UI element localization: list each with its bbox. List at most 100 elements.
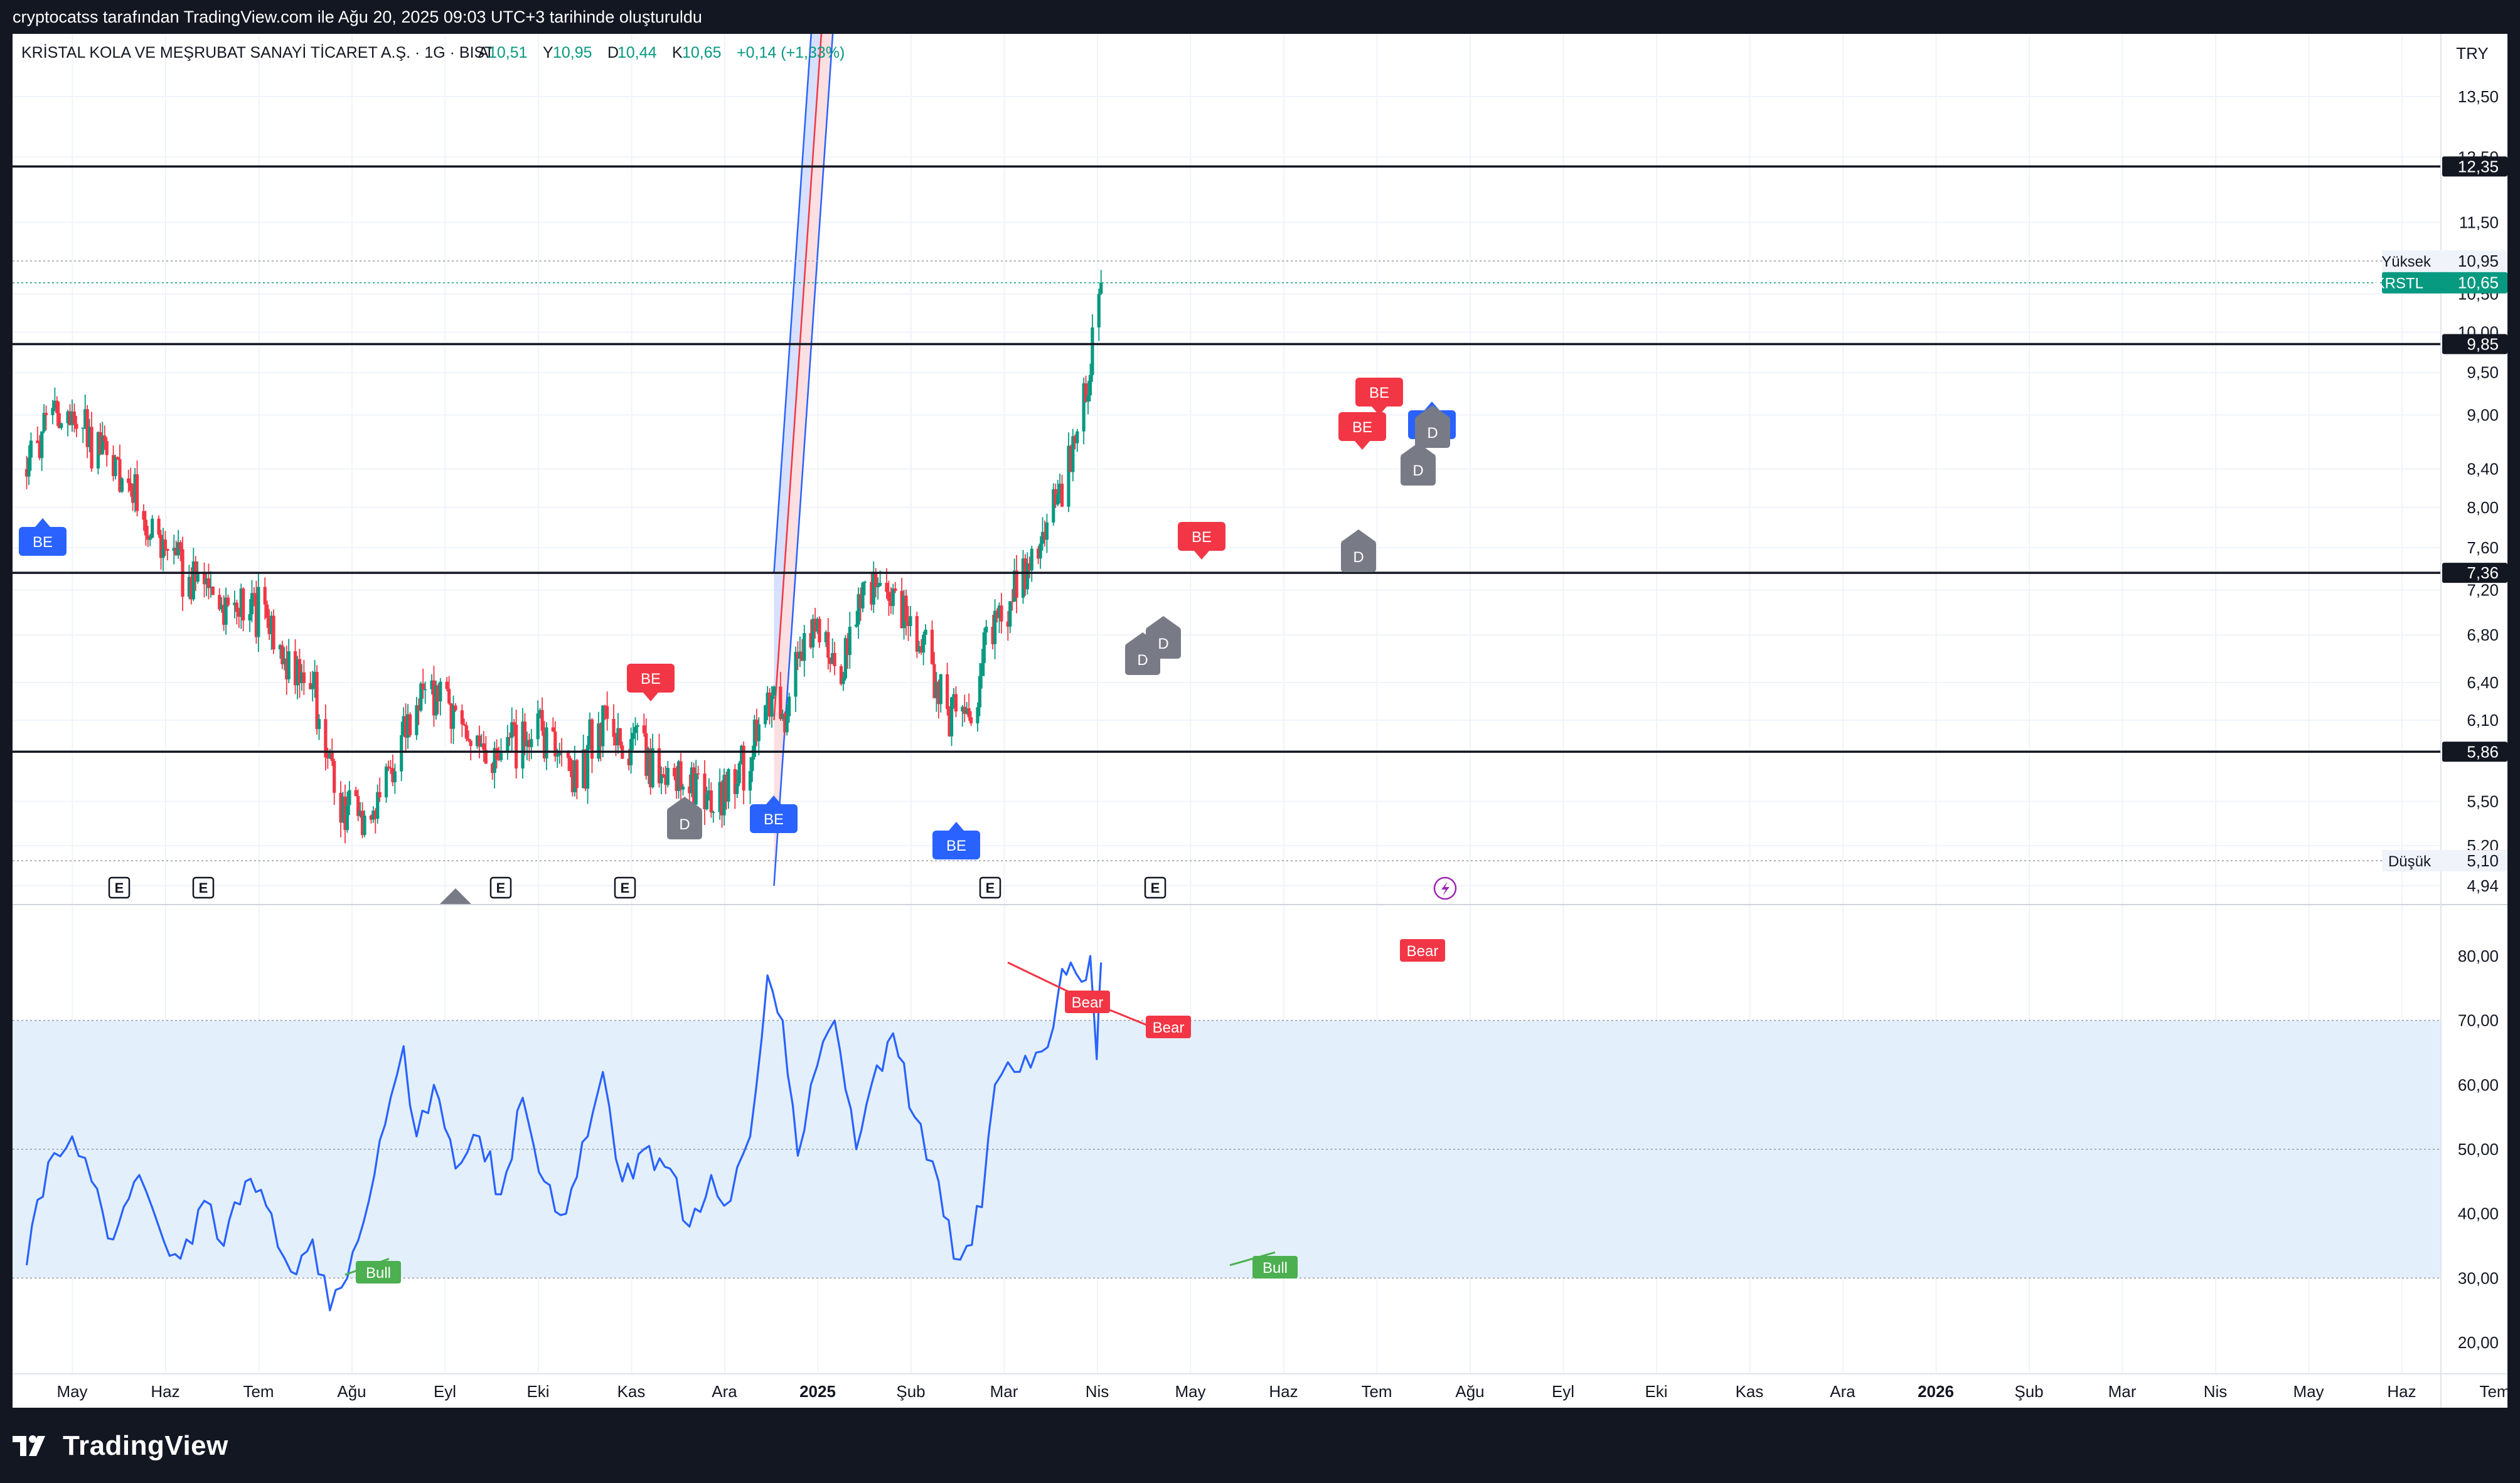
candle-body — [733, 768, 737, 794]
candle-body — [627, 758, 631, 765]
time-axis-label: Mar — [990, 1382, 1018, 1401]
time-axis-label: 2025 — [799, 1382, 836, 1401]
candle-body — [735, 783, 739, 794]
candle-body — [930, 629, 934, 664]
candle-body — [1025, 563, 1029, 590]
candle-body — [1067, 445, 1070, 507]
candle-body — [343, 796, 347, 831]
candle-body — [612, 718, 616, 737]
candle-body — [1028, 563, 1032, 571]
earnings-marker-label: E — [496, 880, 506, 896]
candle-body — [360, 811, 365, 836]
candle-body — [569, 758, 572, 772]
candle-body — [478, 735, 481, 747]
candle-body — [222, 605, 226, 625]
candle-body — [538, 710, 542, 714]
time-axis-label: Ara — [712, 1382, 737, 1401]
candle-body — [191, 561, 195, 600]
candle-body — [917, 646, 921, 652]
candle-body — [993, 610, 997, 644]
candle-body — [551, 727, 555, 731]
tradingview-logo[interactable]: TradingView — [13, 1430, 228, 1462]
candle-body — [949, 697, 954, 736]
candle-body — [766, 693, 769, 706]
price-axis-tick: 4,94 — [2467, 876, 2499, 895]
candle-body — [750, 757, 754, 772]
candle-body — [772, 686, 776, 696]
candle-body — [575, 760, 579, 789]
divergence-label-box — [1065, 991, 1110, 1013]
be-marker: BE — [750, 795, 798, 833]
candle-body — [157, 518, 161, 535]
be-marker-pointer — [35, 518, 50, 527]
candle-body — [1006, 621, 1010, 627]
candle-body — [315, 671, 319, 730]
be-marker: BE — [932, 822, 980, 859]
candle-body — [373, 811, 377, 819]
price-axis-tick: 8,40 — [2467, 460, 2499, 479]
be-marker-pointer — [766, 795, 781, 804]
candle-body — [447, 689, 451, 704]
candle-body — [317, 719, 321, 730]
candle-body — [328, 752, 332, 758]
candle-body — [330, 752, 334, 761]
candle-body — [811, 619, 815, 648]
candle-body — [937, 681, 941, 704]
candle-body — [36, 440, 40, 444]
candle-body — [991, 626, 995, 644]
candle-body — [24, 469, 29, 477]
chart-canvas[interactable]: BEBEBEBEBEBEBEBEDDDDDDEEEEEEBullBearBear… — [13, 34, 2507, 1408]
candle-body — [1069, 445, 1072, 472]
candle-body — [206, 578, 211, 588]
candle-body — [120, 478, 124, 492]
candle-body — [603, 705, 607, 707]
d-marker-pointer — [1146, 616, 1181, 629]
candle-body — [209, 587, 213, 588]
candle-body — [985, 626, 988, 633]
divergence-label-text: Bull — [366, 1265, 391, 1282]
candle-body — [454, 705, 457, 711]
earnings-marker-box — [614, 876, 636, 899]
header-bar: cryptocatss tarafından TradingView.com i… — [0, 0, 2520, 34]
candle-body — [96, 432, 100, 469]
candle-body — [142, 511, 146, 520]
chart-frame[interactable]: BEBEBEBEBEBEBEBEDDDDDDEEEEEEBullBearBear… — [13, 34, 2507, 1408]
candle-body — [341, 796, 345, 823]
candle-body — [590, 719, 594, 759]
candle-body — [767, 693, 772, 717]
candle-body — [469, 740, 472, 747]
be-marker-label: BE — [1352, 419, 1372, 436]
candle-body — [599, 723, 602, 747]
candle-body — [798, 651, 802, 659]
candle-body — [969, 717, 973, 724]
candle-body — [356, 795, 360, 816]
candle-body — [855, 624, 858, 627]
d-marker-box — [1415, 417, 1450, 448]
candle-body — [828, 657, 832, 664]
candle-body — [38, 443, 41, 459]
candle-body — [673, 768, 676, 777]
candle-body — [1000, 605, 1003, 622]
candle-body — [1099, 282, 1103, 294]
level-price-tag — [2442, 742, 2507, 762]
candle-body — [965, 708, 969, 714]
time-axis-label: Eki — [1645, 1382, 1667, 1401]
candle-body — [233, 602, 237, 605]
candle-body — [131, 491, 135, 503]
candle-body — [843, 638, 847, 679]
d-marker-pointer — [667, 797, 702, 809]
candle-body — [573, 760, 577, 792]
candle-body — [27, 457, 31, 477]
candle-body — [863, 582, 867, 583]
candle-body — [391, 768, 395, 782]
candle-body — [720, 782, 724, 816]
candle-body — [133, 474, 137, 503]
d-marker-pointer — [1415, 405, 1450, 418]
be-marker-pointer — [1355, 441, 1370, 450]
candle-body — [103, 435, 107, 442]
candle-body — [906, 621, 910, 627]
candle-body — [326, 757, 329, 758]
level-price-tag — [2442, 563, 2507, 583]
earnings-marker-label: E — [621, 880, 630, 896]
candle-body — [525, 740, 529, 747]
